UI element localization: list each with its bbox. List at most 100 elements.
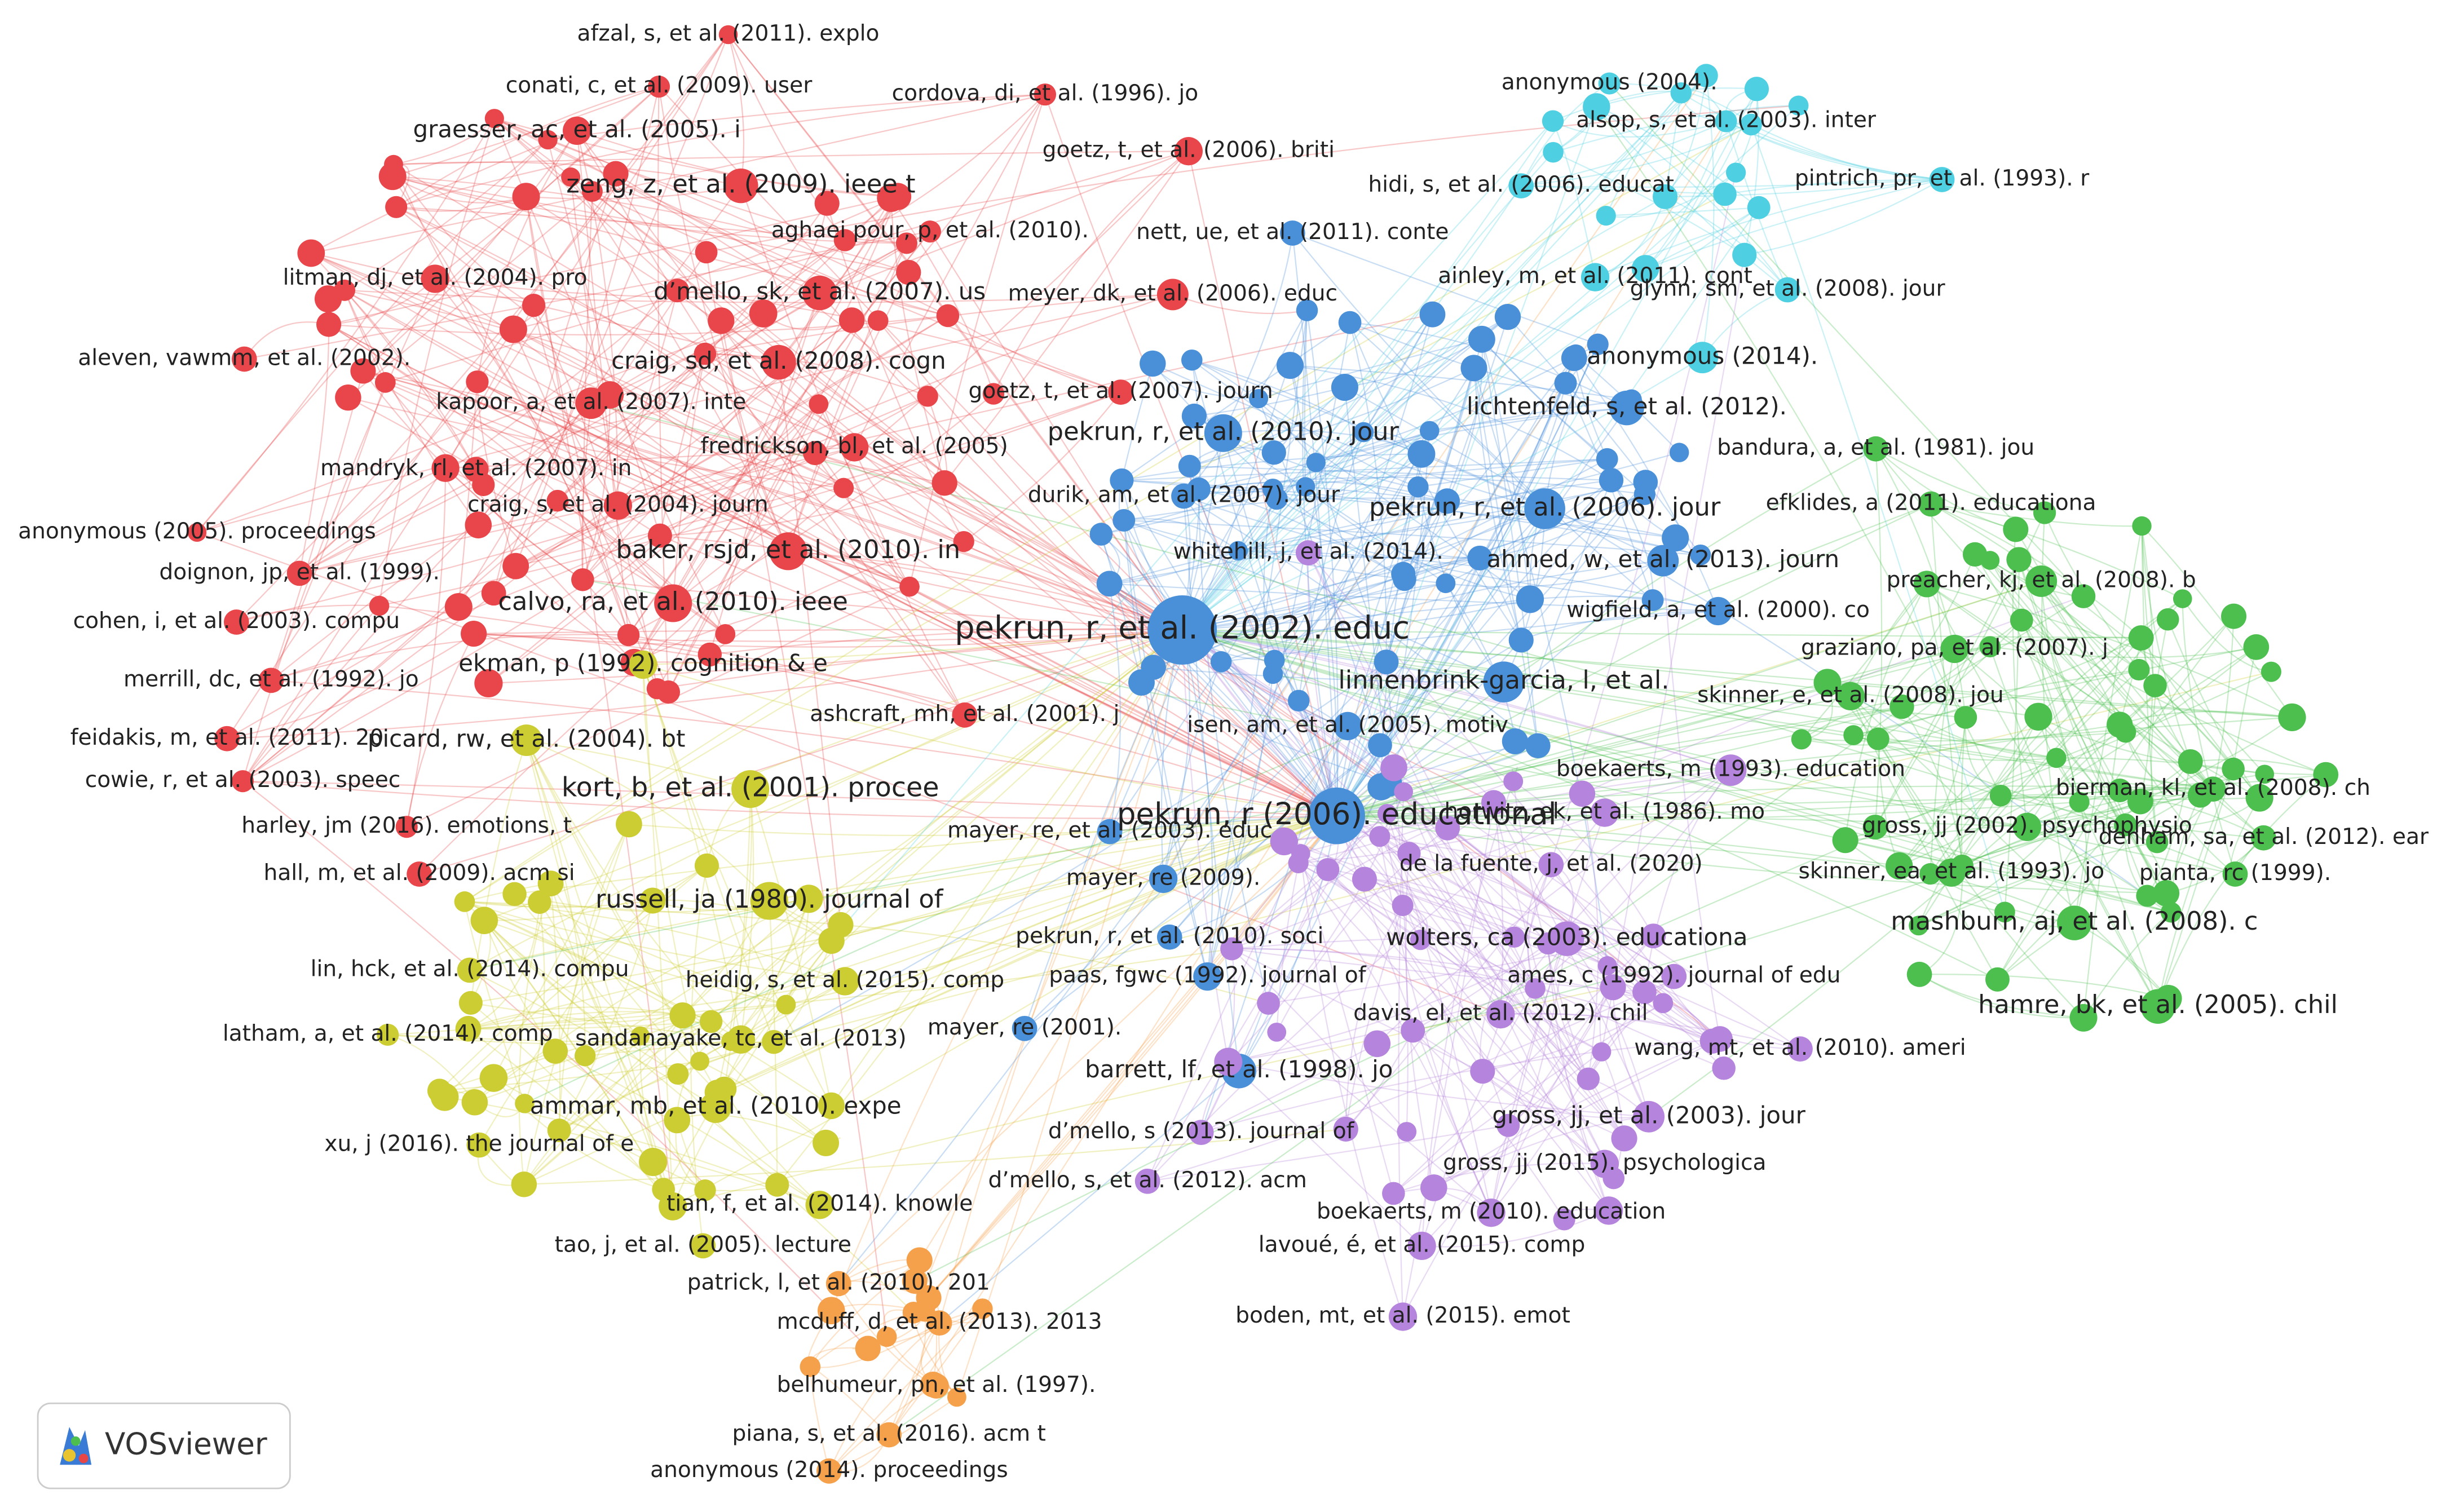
node [2114,814,2137,837]
node [664,1107,691,1134]
edge [1385,368,1474,662]
node [1308,787,1365,845]
node [1598,72,1621,95]
edge [1433,1040,1713,1188]
edge [1181,207,1759,631]
node-label: whitehill, j, et al. (2014). [1173,539,1443,564]
edge [197,151,1189,533]
edge [1514,480,1612,742]
edge [1182,629,2236,875]
edge [494,118,1121,393]
edge [787,242,907,552]
edge [634,586,910,664]
node [1204,414,1242,452]
edge [992,151,1189,395]
edge [2125,732,2201,796]
node-label: graesser, ac, et al. (2005). i [413,115,741,143]
edge [476,130,578,382]
edge [494,118,1337,816]
edge [828,1308,983,1472]
node [1690,544,1711,565]
node [502,552,529,580]
edge [242,403,592,782]
node-label: bierman, kl, et al. (2008). ch [2056,775,2370,801]
node [906,1247,933,1274]
edge [658,86,789,552]
node-label: cohen, i, et al. (2003). compu [73,608,400,634]
edge [1231,813,1388,949]
node [718,25,738,45]
edge [1801,717,1966,746]
edge [1336,580,2042,817]
node [1193,962,1222,991]
node-label: preacher, kj, et al. (2008). b [1887,567,2196,593]
edge [1393,767,1625,1139]
edge [392,176,658,689]
edge [1182,629,2293,718]
node-label: tao, j, et al. (2005). lecture [555,1232,851,1257]
node [1553,1208,1575,1231]
edge [913,815,1337,1314]
edge [1336,815,1492,1213]
edge [1109,583,1337,816]
edge [890,197,946,484]
node [639,1147,668,1177]
node [2156,608,2179,631]
edge [2157,837,2264,1007]
edge [818,403,1337,817]
edge [609,251,707,396]
edge [550,883,561,1131]
edge [1989,646,2159,1007]
edge [242,780,1337,817]
node [690,1233,716,1259]
edge [1490,987,1614,1213]
edge [656,404,819,689]
node-label: gross, jj (2015). psychologica [1443,1150,1766,1175]
edge [1336,357,1575,816]
edge [1191,360,1337,816]
edge [1918,716,2039,926]
node [461,1089,488,1116]
node-label: mandryk, rl, et al. (2007). in [320,456,632,481]
node [665,278,690,303]
edge [493,1077,664,1190]
node [1985,967,2010,992]
edge [1398,792,1405,1317]
edge [1300,853,1404,1317]
node [1652,184,1678,209]
node [647,76,670,98]
edge [717,815,1337,1093]
edge [311,253,1337,817]
edge [1609,82,1752,125]
node [697,642,722,667]
node-label: mashburn, aj, et al. (2008). c [1891,906,2258,936]
node [1391,562,1416,586]
edge [634,661,965,716]
edge [854,94,1046,448]
edge [1606,207,1759,216]
edge [476,382,516,567]
node [817,1297,845,1325]
node [528,890,551,914]
edge [2125,646,2257,733]
node [1787,1036,1813,1062]
edge [928,815,1337,1298]
edge [1300,770,1731,855]
node [813,1129,840,1156]
node-label: ashcraft, mh, et al. (2001). j [810,701,1119,727]
edge [1507,316,1701,556]
node [1587,333,1609,355]
edge [2044,512,2140,670]
edge [629,815,1337,836]
edge [831,815,1337,941]
edge [484,919,641,1037]
edge [1393,767,1589,1080]
edge [226,315,948,740]
node [876,1327,897,1347]
edge [1184,458,1608,497]
node [2024,702,2052,731]
node [1407,440,1436,468]
node [1334,711,1362,741]
node [1210,651,1232,673]
edge [299,467,446,574]
